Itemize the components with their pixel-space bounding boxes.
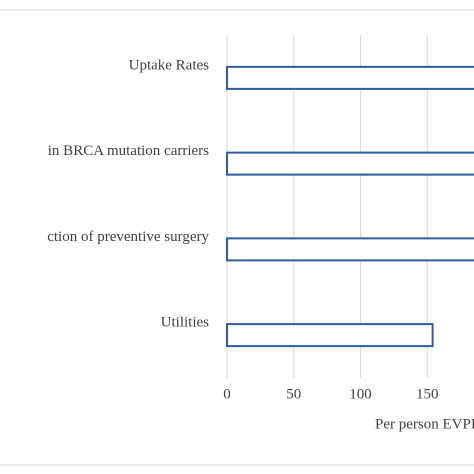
x-tick-label: 150 (416, 386, 439, 402)
bar (226, 65, 474, 90)
y-tick-label: Utilities (161, 315, 209, 331)
x-axis-label: Per person EVPI (375, 416, 474, 432)
y-tick-label: in BRCA mutation carriers (48, 143, 209, 159)
x-tick-label: 50 (286, 386, 301, 402)
x-tick-label: 0 (223, 386, 231, 402)
y-tick-label: ction of preventive surgery (47, 229, 209, 245)
bar (226, 237, 474, 262)
y-tick-label: Uptake Rates (129, 57, 210, 73)
bar (226, 151, 474, 176)
x-tick-label: 100 (349, 386, 372, 402)
chart-border (0, 9, 474, 466)
bar (226, 323, 434, 348)
